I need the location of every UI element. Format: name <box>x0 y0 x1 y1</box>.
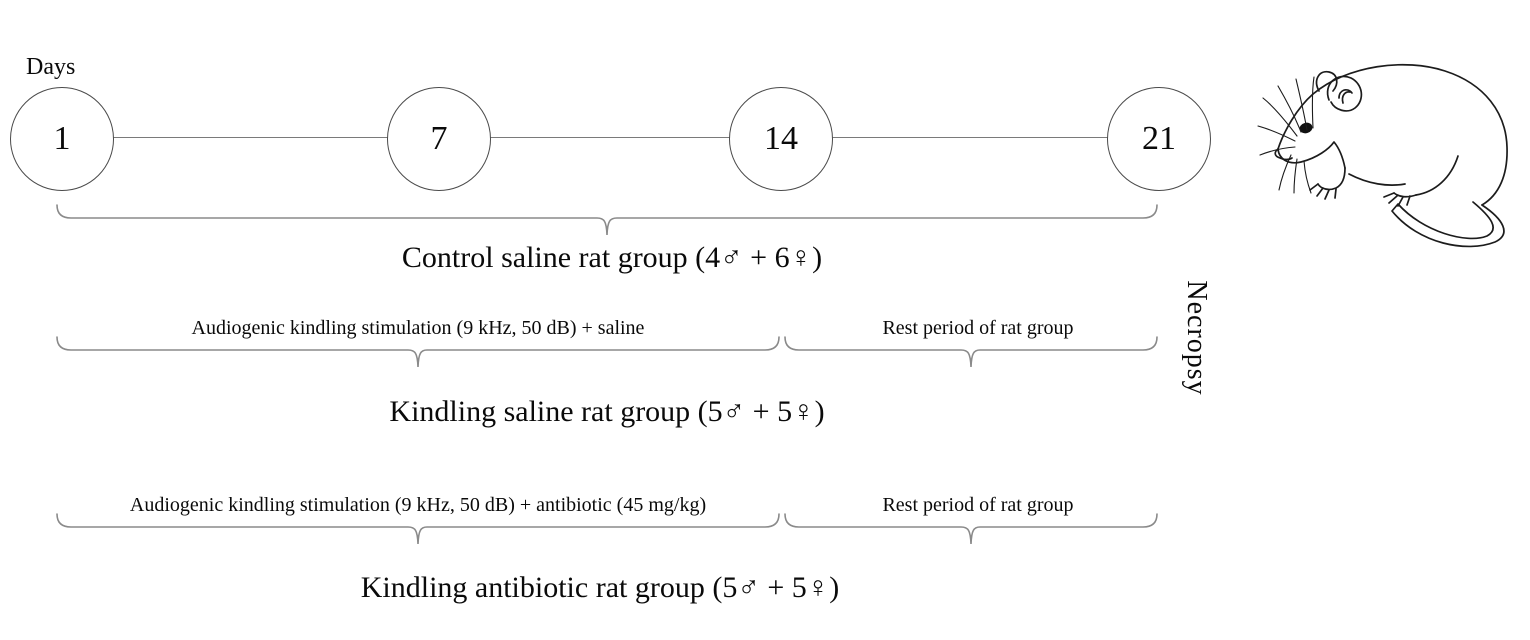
rest-brace-kindling-saline <box>784 336 1158 368</box>
day-circle-14: 14 <box>729 87 833 191</box>
day-circle-1: 1 <box>10 87 114 191</box>
day-circle-21: 21 <box>1107 87 1211 191</box>
day-value: 21 <box>1142 120 1176 157</box>
timeline-line <box>61 137 1158 138</box>
treatment-brace-kindling-saline <box>56 336 780 368</box>
rest-brace-kindling-antibiotic <box>784 513 1158 545</box>
days-axis-label: Days <box>26 54 76 80</box>
rest-label-kindling-antibiotic: Rest period of rat group <box>882 494 1074 516</box>
rest-label-kindling-saline: Rest period of rat group <box>882 317 1074 339</box>
group-label-kindling-saline: Kindling saline rat group (5♂ + 5♀) <box>389 395 825 428</box>
day-value: 7 <box>430 120 448 157</box>
treatment-label-kindling-saline: Audiogenic kindling stimulation (9 kHz, … <box>191 317 645 339</box>
group-label-control: Control saline rat group (4♂ + 6♀) <box>401 241 823 274</box>
group-label-kindling-antibiotic: Kindling antibiotic rat group (5♂ + 5♀) <box>360 571 840 604</box>
span-brace-control <box>56 204 1158 236</box>
rat-illustration <box>1257 63 1508 248</box>
necropsy-label: Necropsy <box>1181 280 1212 396</box>
treatment-label-kindling-antibiotic: Audiogenic kindling stimulation (9 kHz, … <box>129 494 707 516</box>
treatment-brace-kindling-antibiotic <box>56 513 780 545</box>
day-value: 1 <box>53 120 71 157</box>
day-circle-7: 7 <box>387 87 491 191</box>
day-value: 14 <box>764 120 798 157</box>
